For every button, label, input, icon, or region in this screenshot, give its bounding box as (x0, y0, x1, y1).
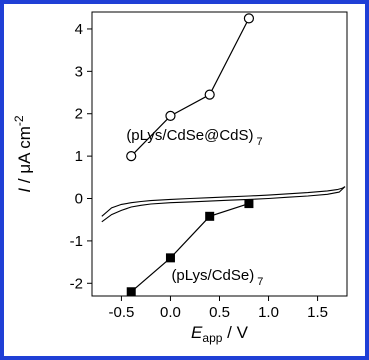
y-tick-label: 2 (75, 106, 83, 123)
annotation-cdse-cds: (pLys/CdSe@CdS) 7 (126, 127, 262, 148)
y-tick-label: -2 (70, 275, 83, 292)
x-axis-title: Eapp / V (191, 323, 249, 345)
y-tick-label: -1 (70, 233, 83, 250)
circle-marker (165, 110, 176, 121)
y-axis-title: I / μA cm-2 (12, 115, 34, 192)
x-tick-label: 0.0 (160, 304, 181, 321)
series-line-0 (130, 18, 250, 157)
x-tick-label: -0.5 (108, 304, 134, 321)
series-line-1 (130, 203, 250, 293)
circle-marker (204, 89, 215, 100)
square-marker (244, 199, 254, 209)
circle-marker (243, 13, 255, 24)
y-tick-label: 3 (75, 63, 83, 80)
ticks-layer: -0.5 0.0 0.5 1.0 1.5 -2 -1 0 1 2 3 4 (70, 21, 328, 321)
y-tick-label: 1 (75, 148, 83, 165)
annotation-cdse: (pLys/CdSe) 7 (171, 267, 263, 288)
cv-curve-upper (101, 186, 346, 217)
cv-curve-lower (101, 186, 346, 223)
circle-marker (126, 151, 137, 162)
x-tick-label: 1.0 (258, 304, 279, 321)
series-layer (126, 13, 255, 297)
cv-layer (101, 186, 346, 223)
axis-titles: Eapp / V I / μA cm-2 (12, 115, 249, 345)
square-marker (165, 253, 175, 263)
y-tick-label: 4 (75, 21, 83, 38)
x-tick-label: 0.5 (209, 304, 230, 321)
square-marker (205, 211, 215, 221)
x-tick-label: 1.5 (307, 304, 328, 321)
y-tick-label: 0 (75, 191, 83, 208)
square-marker (126, 287, 136, 297)
annotation-layer: (pLys/CdSe@CdS) 7 (pLys/CdSe) 7 (126, 127, 263, 288)
